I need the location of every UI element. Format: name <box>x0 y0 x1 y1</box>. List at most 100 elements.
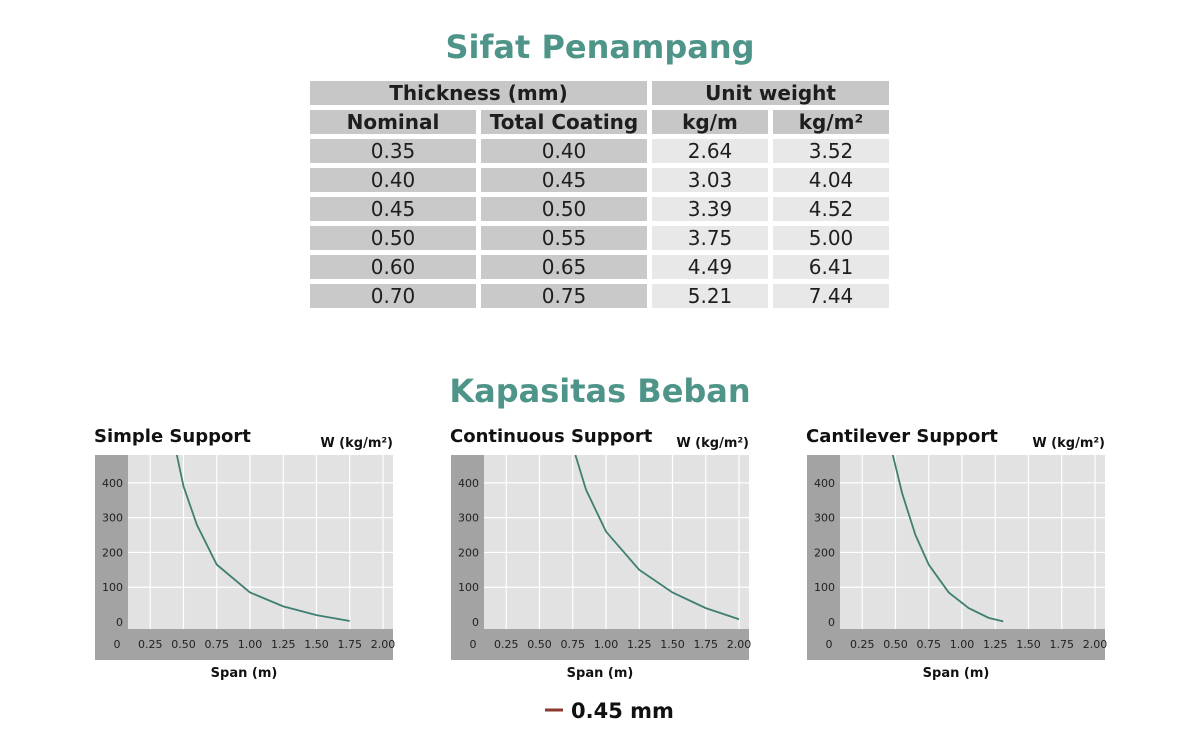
table-cell: Thickness (mm) <box>310 81 647 105</box>
x-tick-label: 1.50 <box>660 638 685 651</box>
table-cell: 0.55 <box>481 226 647 250</box>
x-tick-label: 1.50 <box>304 638 329 651</box>
chart-title: Continuous Support <box>450 426 653 447</box>
y-axis-label: W (kg/m²) <box>1032 436 1105 451</box>
table-cell: 4.52 <box>773 197 889 221</box>
data-line <box>175 455 350 622</box>
x-tick-label: 1.00 <box>238 638 263 651</box>
table-row: 0.50 0.55 3.75 5.00 <box>310 226 889 250</box>
x-tick-label: 0 <box>114 638 121 651</box>
table-cell: 2.64 <box>652 139 768 163</box>
x-tick-label: 2.00 <box>1083 638 1108 651</box>
section-title: Kapasitas Beban <box>449 372 751 410</box>
table-cell: 4.04 <box>773 168 889 192</box>
table-cell: kg/m <box>652 110 768 134</box>
table-cell: kg/m² <box>773 110 889 134</box>
x-tick-label: 0.25 <box>138 638 163 651</box>
data-line <box>574 455 740 621</box>
table-cell: 5.00 <box>773 226 889 250</box>
table-cell: 0.45 <box>481 168 647 192</box>
plot-area <box>128 455 393 629</box>
table-cell: 3.39 <box>652 197 768 221</box>
legend-label: 0.45 mm <box>571 699 674 723</box>
y-tick-label: 0 <box>472 616 479 629</box>
x-tick-label: 0.25 <box>494 638 519 651</box>
x-tick-label: 1.75 <box>1050 638 1075 651</box>
x-tick-label: 1.00 <box>594 638 619 651</box>
y-tick-label: 100 <box>102 581 123 594</box>
x-tick-label: 0.50 <box>883 638 908 651</box>
y-axis-label: W (kg/m²) <box>320 436 393 451</box>
y-tick-label: 100 <box>458 581 479 594</box>
x-tick-label: 2.00 <box>371 638 396 651</box>
table-cell: 0.50 <box>481 197 647 221</box>
y-tick-label: 200 <box>102 546 123 559</box>
x-tick-label: 1.25 <box>271 638 296 651</box>
plot-area <box>840 455 1105 629</box>
y-tick-label: 200 <box>814 546 835 559</box>
y-tick-label: 0 <box>116 616 123 629</box>
x-axis-label: Span (m) <box>211 666 278 681</box>
table-cell: 4.49 <box>652 255 768 279</box>
x-tick-label: 0 <box>470 638 477 651</box>
y-tick-label: 100 <box>814 581 835 594</box>
x-tick-label: 0.25 <box>850 638 875 651</box>
y-axis-label: W (kg/m²) <box>676 436 749 451</box>
x-tick-label: 0.75 <box>205 638 230 651</box>
table-cell: 0.40 <box>481 139 647 163</box>
x-tick-label: 1.50 <box>1016 638 1041 651</box>
y-tick-label: 300 <box>102 512 123 525</box>
table-cell: 0.40 <box>310 168 476 192</box>
chart-title: Simple Support <box>94 426 251 447</box>
page-title: Sifat Penampang <box>445 28 755 66</box>
y-tick-label: 300 <box>814 512 835 525</box>
y-tick-label: 400 <box>814 477 835 490</box>
table-cell: 3.03 <box>652 168 768 192</box>
table-cell: 0.50 <box>310 226 476 250</box>
data-line <box>891 455 1004 623</box>
x-tick-label: 0.75 <box>917 638 942 651</box>
table-row: 0.45 0.50 3.39 4.52 <box>310 197 889 221</box>
table-cell: 0.45 <box>310 197 476 221</box>
x-tick-label: 2.00 <box>727 638 752 651</box>
table-cell: Nominal <box>310 110 476 134</box>
y-tick-label: 400 <box>102 477 123 490</box>
table-row: 0.35 0.40 2.64 3.52 <box>310 139 889 163</box>
table-cell: 0.70 <box>310 284 476 308</box>
x-tick-label: 1.75 <box>694 638 719 651</box>
x-tick-label: 0.50 <box>171 638 196 651</box>
y-tick-label: 400 <box>458 477 479 490</box>
table-row: Thickness (mm) Unit weight <box>310 81 889 105</box>
x-tick-label: 1.25 <box>983 638 1008 651</box>
y-tick-label: 0 <box>828 616 835 629</box>
table-cell: 3.52 <box>773 139 889 163</box>
y-tick-label: 300 <box>458 512 479 525</box>
table-cell: Unit weight <box>652 81 889 105</box>
x-tick-label: 0 <box>826 638 833 651</box>
table-row: 0.70 0.75 5.21 7.44 <box>310 284 889 308</box>
x-tick-label: 1.00 <box>950 638 975 651</box>
table-cell: 0.65 <box>481 255 647 279</box>
table-cell: 3.75 <box>652 226 768 250</box>
x-tick-label: 1.25 <box>627 638 652 651</box>
table-cell: 6.41 <box>773 255 889 279</box>
y-tick-label: 200 <box>458 546 479 559</box>
table-cell: 0.60 <box>310 255 476 279</box>
table-row: 0.40 0.45 3.03 4.04 <box>310 168 889 192</box>
table-cell: 0.75 <box>481 284 647 308</box>
table-row: 0.60 0.65 4.49 6.41 <box>310 255 889 279</box>
x-axis-label: Span (m) <box>923 666 990 681</box>
table-cell: 7.44 <box>773 284 889 308</box>
x-tick-label: 0.50 <box>527 638 552 651</box>
table-cell: 5.21 <box>652 284 768 308</box>
plot-area <box>484 455 749 629</box>
table-cell: Total Coating <box>481 110 647 134</box>
x-tick-label: 0.75 <box>561 638 586 651</box>
property-table: Thickness (mm) Unit weight Nominal Total Co… <box>305 76 894 313</box>
chart-title: Cantilever Support <box>806 426 998 447</box>
x-tick-label: 1.75 <box>338 638 363 651</box>
table-cell: 0.35 <box>310 139 476 163</box>
x-axis-label: Span (m) <box>567 666 634 681</box>
